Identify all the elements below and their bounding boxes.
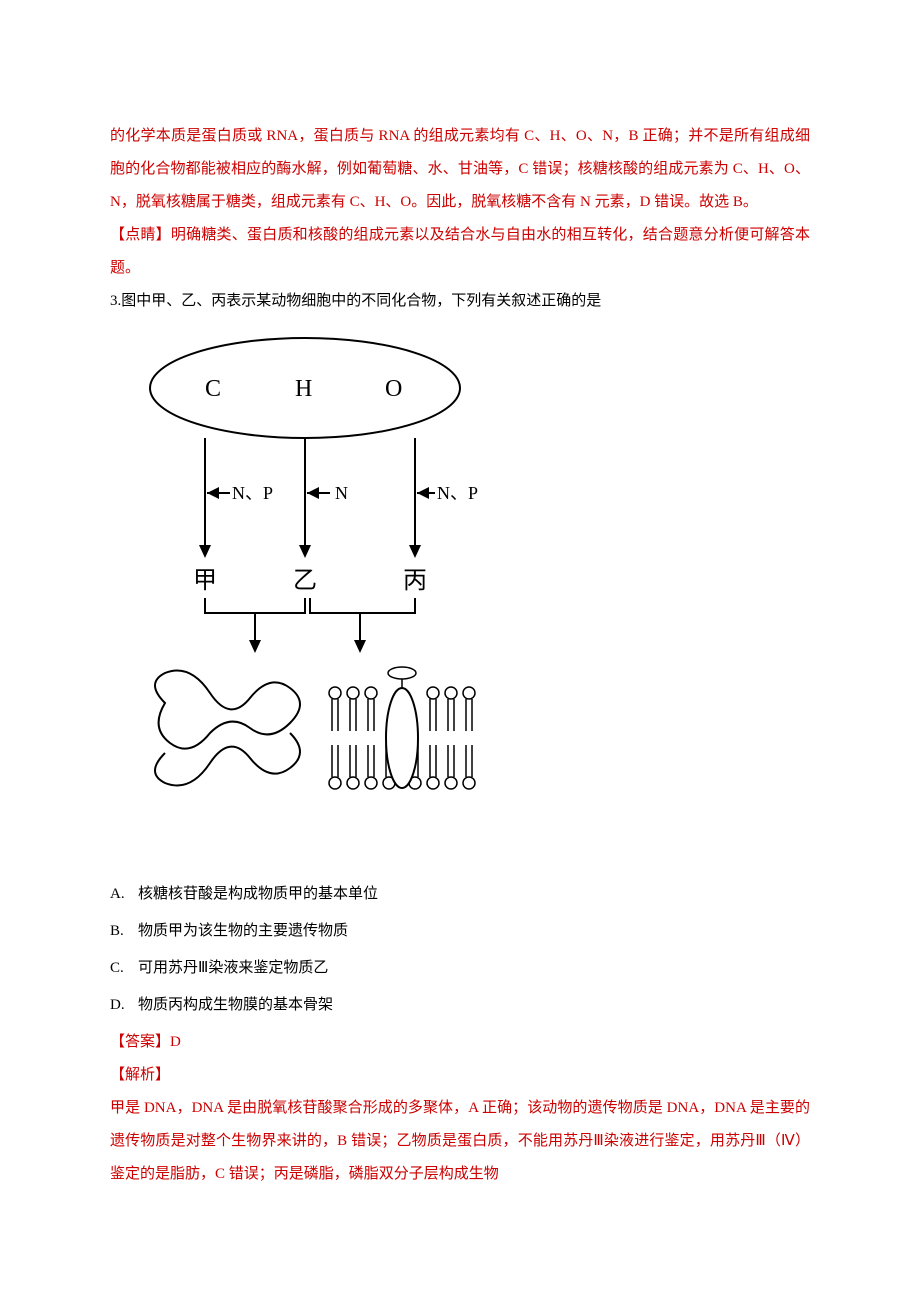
- analysis-label: 【解析】: [110, 1067, 170, 1083]
- question-line: 3.图中甲、乙、丙表示某动物细胞中的不同化合物，下列有关叙述正确的是: [110, 285, 810, 318]
- answer-line: 【答案】D: [110, 1026, 810, 1059]
- option-c-label: C.: [110, 952, 138, 985]
- analysis-label-line: 【解析】: [110, 1059, 810, 1092]
- answer-label: 【答案】: [110, 1034, 170, 1050]
- option-c-text: 可用苏丹Ⅲ染液来鉴定物质乙: [138, 960, 328, 976]
- explanation-continued: 的化学本质是蛋白质或 RNA，蛋白质与 RNA 的组成元素均有 C、H、O、N，…: [110, 120, 810, 219]
- nlabel-mid: N: [335, 483, 348, 503]
- chromosome-icon: [155, 671, 300, 786]
- label-h: H: [295, 376, 312, 402]
- option-d-label: D.: [110, 989, 138, 1022]
- option-b: B.物质甲为该生物的主要遗传物质: [110, 915, 810, 948]
- bracket-arrow-left: [249, 640, 261, 653]
- arrowhead-mid: [299, 545, 311, 558]
- option-b-text: 物质甲为该生物的主要遗传物质: [138, 923, 348, 939]
- point-text: 明确糖类、蛋白质和核酸的组成元素以及结合水与自由水的相互转化，结合题意分析便可解…: [110, 227, 810, 276]
- label-o: O: [385, 376, 402, 402]
- compound-yi: 乙: [293, 568, 317, 594]
- point-label: 【点睛】: [110, 227, 171, 243]
- harrowhead-right: [417, 487, 429, 499]
- option-a: A.核糖核苷酸是构成物质甲的基本单位: [110, 878, 810, 911]
- label-c: C: [205, 376, 221, 402]
- membrane-icon: [329, 667, 475, 789]
- harrowhead-left: [207, 487, 219, 499]
- bracket-right: [310, 598, 415, 643]
- diagram-svg: C H O N、P N N、P 甲 乙 丙: [135, 333, 495, 863]
- option-a-text: 核糖核苷酸是构成物质甲的基本单位: [138, 886, 378, 902]
- compound-jia: 甲: [193, 568, 217, 594]
- analysis-text: 甲是 DNA，DNA 是由脱氧核苷酸聚合形成的多聚体，A 正确；该动物的遗传物质…: [110, 1100, 810, 1182]
- point-section: 【点睛】明确糖类、蛋白质和核酸的组成元素以及结合水与自由水的相互转化，结合题意分…: [110, 219, 810, 285]
- option-d: D.物质丙构成生物膜的基本骨架: [110, 989, 810, 1022]
- harrowhead-mid: [307, 487, 319, 499]
- question-text: 图中甲、乙、丙表示某动物细胞中的不同化合物，下列有关叙述正确的是: [121, 293, 601, 309]
- analysis-text-block: 甲是 DNA，DNA 是由脱氧核苷酸聚合形成的多聚体，A 正确；该动物的遗传物质…: [110, 1092, 810, 1191]
- compound-bing: 丙: [403, 568, 427, 594]
- nlabel-right: N、P: [437, 483, 478, 503]
- bracket-arrow-right: [354, 640, 366, 653]
- option-d-text: 物质丙构成生物膜的基本骨架: [138, 997, 333, 1013]
- nlabel-left: N、P: [232, 483, 273, 503]
- answer-value: D: [170, 1034, 181, 1050]
- compound-diagram: C H O N、P N N、P 甲 乙 丙: [135, 333, 810, 863]
- bracket-left: [205, 598, 305, 643]
- glycan: [388, 667, 416, 679]
- arrowhead-right: [409, 545, 421, 558]
- option-b-label: B.: [110, 915, 138, 948]
- protein-blob: [386, 688, 418, 788]
- option-c: C.可用苏丹Ⅲ染液来鉴定物质乙: [110, 952, 810, 985]
- explanation-text: 的化学本质是蛋白质或 RNA，蛋白质与 RNA 的组成元素均有 C、H、O、N，…: [110, 128, 810, 210]
- arrowhead-left: [199, 545, 211, 558]
- question-number: 3.: [110, 293, 121, 309]
- option-a-label: A.: [110, 878, 138, 911]
